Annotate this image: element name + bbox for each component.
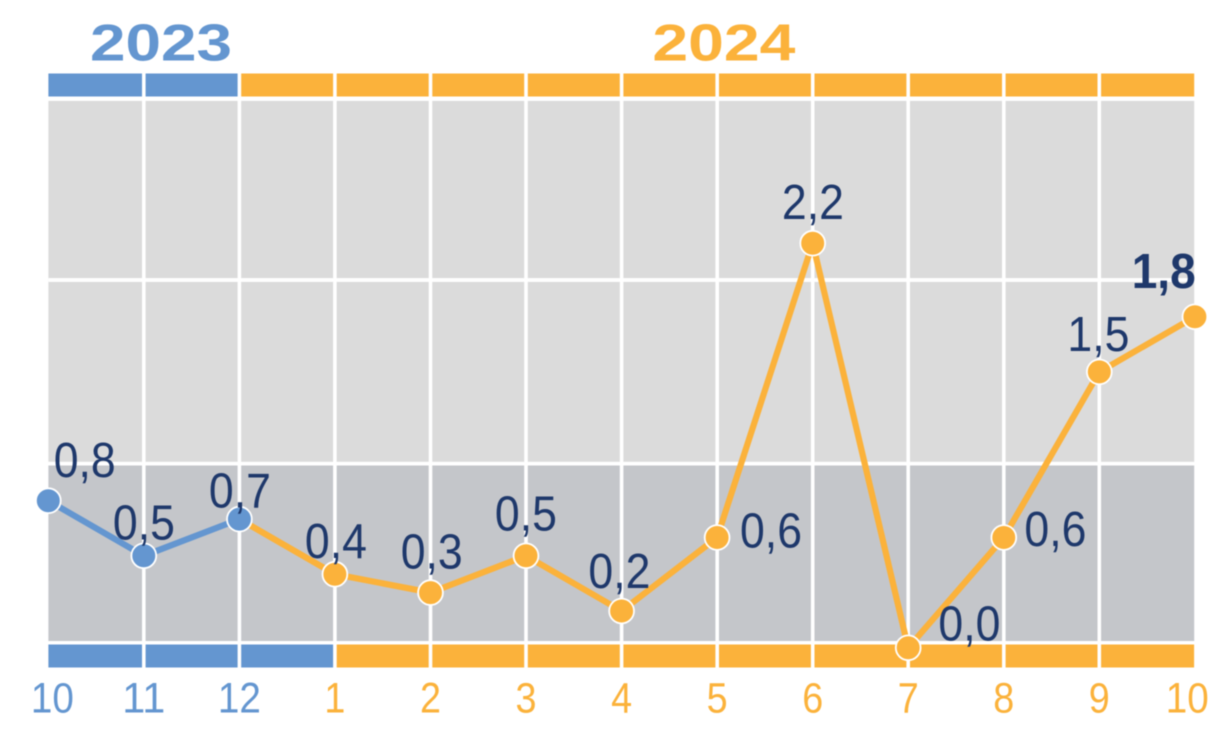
svg-text:11: 11 (122, 675, 165, 723)
svg-text:0,5: 0,5 (113, 496, 175, 550)
svg-text:7: 7 (898, 675, 919, 723)
svg-text:2024: 2024 (652, 14, 795, 72)
svg-text:10: 10 (31, 675, 74, 723)
svg-text:0,7: 0,7 (209, 464, 271, 518)
svg-text:8: 8 (993, 675, 1014, 723)
svg-text:3: 3 (516, 675, 537, 723)
svg-text:4: 4 (611, 675, 632, 723)
svg-text:2023: 2023 (90, 14, 232, 72)
svg-text:5: 5 (707, 675, 728, 723)
svg-text:0,6: 0,6 (740, 505, 802, 559)
svg-text:0,3: 0,3 (401, 526, 463, 580)
svg-text:6: 6 (802, 675, 823, 723)
svg-text:1,8: 1,8 (1132, 245, 1196, 299)
svg-text:1,5: 1,5 (1067, 308, 1129, 362)
svg-text:0,0: 0,0 (938, 598, 1000, 652)
svg-text:9: 9 (1089, 675, 1110, 723)
svg-text:2: 2 (420, 675, 441, 723)
svg-text:0,5: 0,5 (495, 488, 557, 542)
svg-text:0,4: 0,4 (305, 515, 367, 569)
svg-text:10: 10 (1166, 675, 1209, 723)
svg-text:12: 12 (218, 675, 261, 723)
svg-text:1: 1 (324, 675, 345, 723)
svg-text:0,2: 0,2 (588, 545, 650, 599)
svg-text:0,6: 0,6 (1024, 503, 1086, 557)
svg-text:0,8: 0,8 (54, 434, 116, 488)
svg-text:2,2: 2,2 (782, 176, 844, 230)
